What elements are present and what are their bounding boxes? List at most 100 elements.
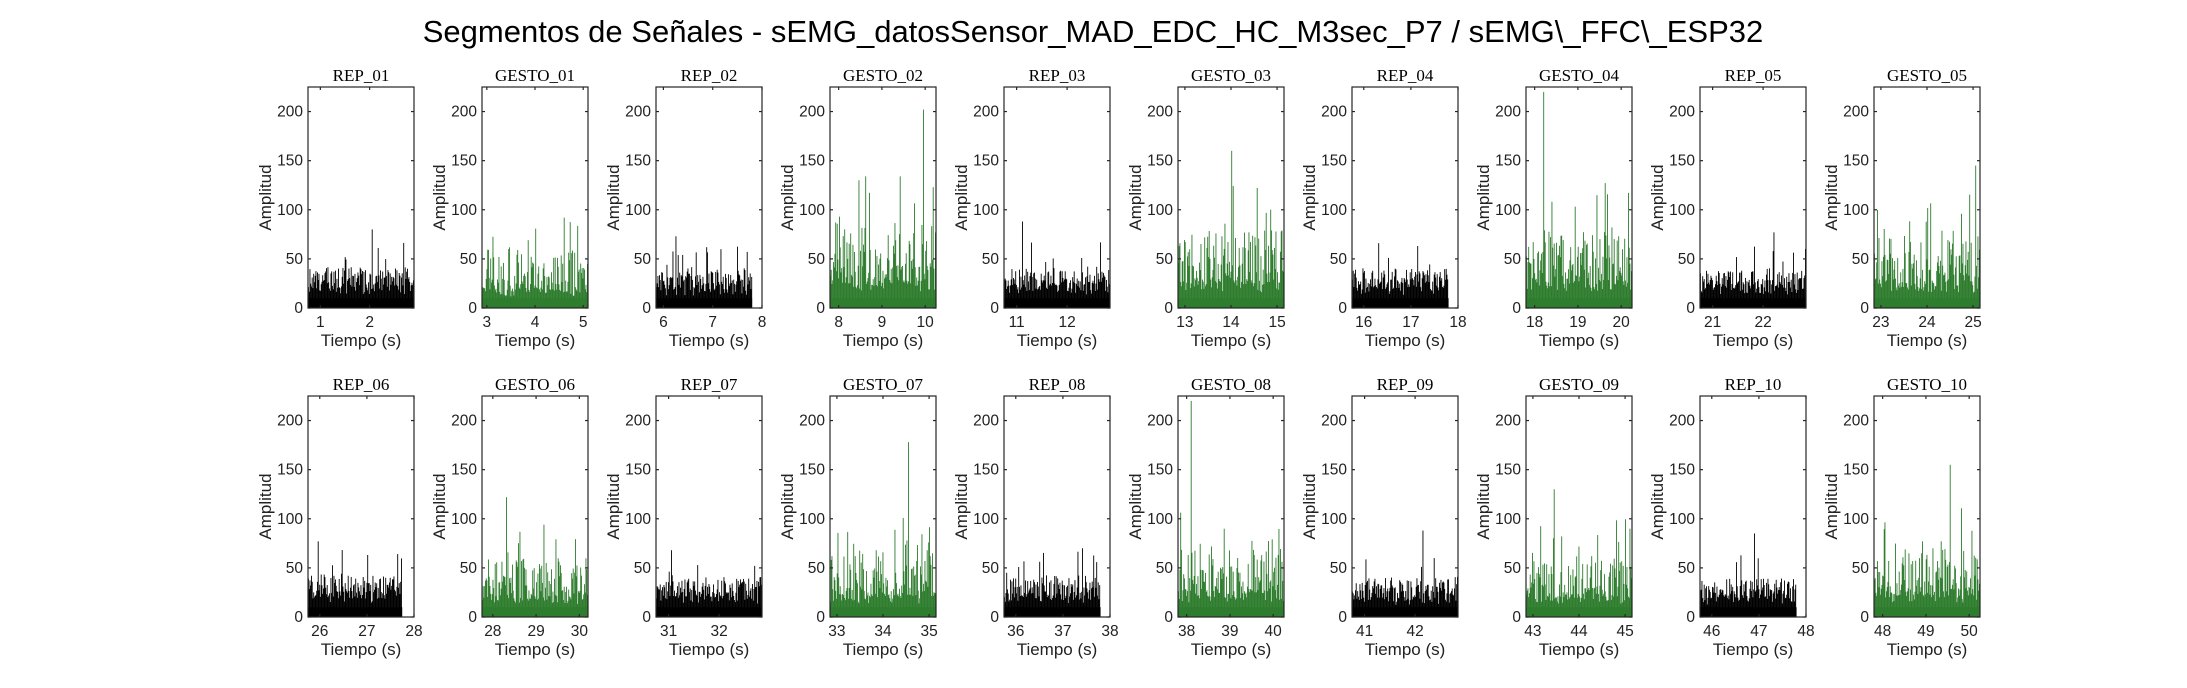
signal-bar (1940, 260, 1941, 308)
signal-bar (743, 286, 744, 308)
signal-bar (326, 283, 328, 308)
signal-bar (1073, 591, 1075, 617)
signal-bar (409, 282, 411, 308)
y-axis-label: Amplitud (952, 164, 971, 230)
signal-bar (1703, 281, 1704, 308)
signal-bar (1625, 280, 1626, 308)
y-tick-label: 100 (973, 511, 999, 528)
signal-bar (726, 593, 728, 617)
signal-bar (1895, 287, 1897, 308)
signal-bar (869, 192, 870, 308)
signal-bar (1271, 539, 1273, 617)
signal-bar (900, 269, 902, 308)
x-tick-label: 19 (1569, 314, 1586, 331)
signal-bar (502, 278, 504, 308)
signal-floor (1874, 607, 1980, 617)
signal-bar (368, 282, 369, 308)
signal-bar (1542, 251, 1544, 308)
signal-bar (1937, 561, 1938, 617)
signal-floor (1526, 607, 1632, 617)
signal-bar (908, 281, 909, 308)
signal-bar (1364, 584, 1366, 617)
signal-bar (1769, 280, 1771, 308)
signal-bar (359, 267, 361, 308)
y-axis-label: Amplitud (1648, 164, 1667, 230)
signal-bar (833, 262, 834, 308)
signal-bar (1083, 284, 1085, 308)
signal-bar (1273, 571, 1275, 617)
signal-bar (372, 575, 374, 617)
signal-bar (343, 283, 345, 308)
signal-bar (1401, 277, 1403, 308)
signal-bar (376, 275, 378, 308)
signal-bar (483, 288, 485, 308)
signal-bar (1211, 277, 1213, 308)
signal-bar (1238, 572, 1239, 617)
signal-bar (1770, 590, 1772, 617)
signal-bar (1724, 286, 1726, 308)
signal-bar (1916, 275, 1918, 308)
signal-bar (850, 569, 852, 617)
signal-bar (563, 217, 565, 308)
signal-bar (1731, 591, 1733, 617)
signal-bar (1919, 278, 1921, 308)
signal-bar (703, 283, 705, 308)
signal-bar (718, 281, 720, 308)
signal-bar (1219, 280, 1221, 308)
signal-bar (891, 283, 893, 308)
signal-bar (522, 559, 524, 617)
signal-bar (1775, 286, 1776, 308)
signal-bar (933, 592, 935, 617)
x-tick-label: 37 (1054, 623, 1071, 640)
signal-bar (1269, 272, 1271, 308)
signal-bar (657, 276, 659, 308)
signal-bar (1204, 237, 1206, 308)
x-tick-label: 23 (1872, 314, 1889, 331)
signal-bar (837, 259, 839, 308)
signal-bar (341, 276, 343, 308)
signal-bar (492, 236, 494, 308)
signal-bar (1725, 276, 1727, 308)
signal-bar (1612, 264, 1614, 308)
signal-bar (1961, 508, 1962, 617)
signal-bar (1081, 591, 1083, 617)
x-tick-label: 2 (365, 314, 374, 331)
signal-bar (537, 573, 539, 617)
signal-bar (1369, 589, 1371, 617)
signal-bar (314, 595, 316, 617)
signal-bar (1908, 251, 1910, 308)
signal-bar (1421, 278, 1423, 308)
signal-bar (1250, 589, 1251, 617)
signal-bar (1436, 274, 1438, 308)
signal-bar (735, 284, 737, 308)
signal-bar (882, 270, 884, 308)
signal-bar (668, 571, 670, 617)
signal-bar (1962, 243, 1964, 308)
signal-bar (1427, 584, 1429, 617)
signal-bar (1265, 551, 1267, 617)
signal-bar (1790, 588, 1791, 617)
signal-bar (671, 550, 672, 617)
signal-bar (1394, 268, 1396, 308)
signal-bar (350, 284, 351, 308)
signal-bar (662, 595, 664, 617)
signal-bar (917, 590, 919, 617)
y-tick-label: 150 (1495, 462, 1521, 479)
signal-bar (1574, 577, 1576, 617)
x-tick-label: 33 (828, 623, 845, 640)
signal-bar (870, 583, 872, 617)
signal-bar (491, 594, 493, 617)
y-tick-label: 50 (1330, 560, 1348, 577)
signal-bar (1904, 549, 1906, 617)
signal-bar (560, 565, 561, 617)
signal-bar (702, 582, 704, 617)
signal-bar (1065, 595, 1067, 617)
signal-bar (1570, 247, 1572, 308)
signal-bar (1776, 587, 1778, 617)
signal-bar (325, 271, 327, 308)
y-tick-label: 0 (468, 300, 477, 317)
signal-bar (866, 281, 868, 308)
signal-bar (350, 267, 352, 308)
y-tick-label: 100 (1669, 511, 1695, 528)
